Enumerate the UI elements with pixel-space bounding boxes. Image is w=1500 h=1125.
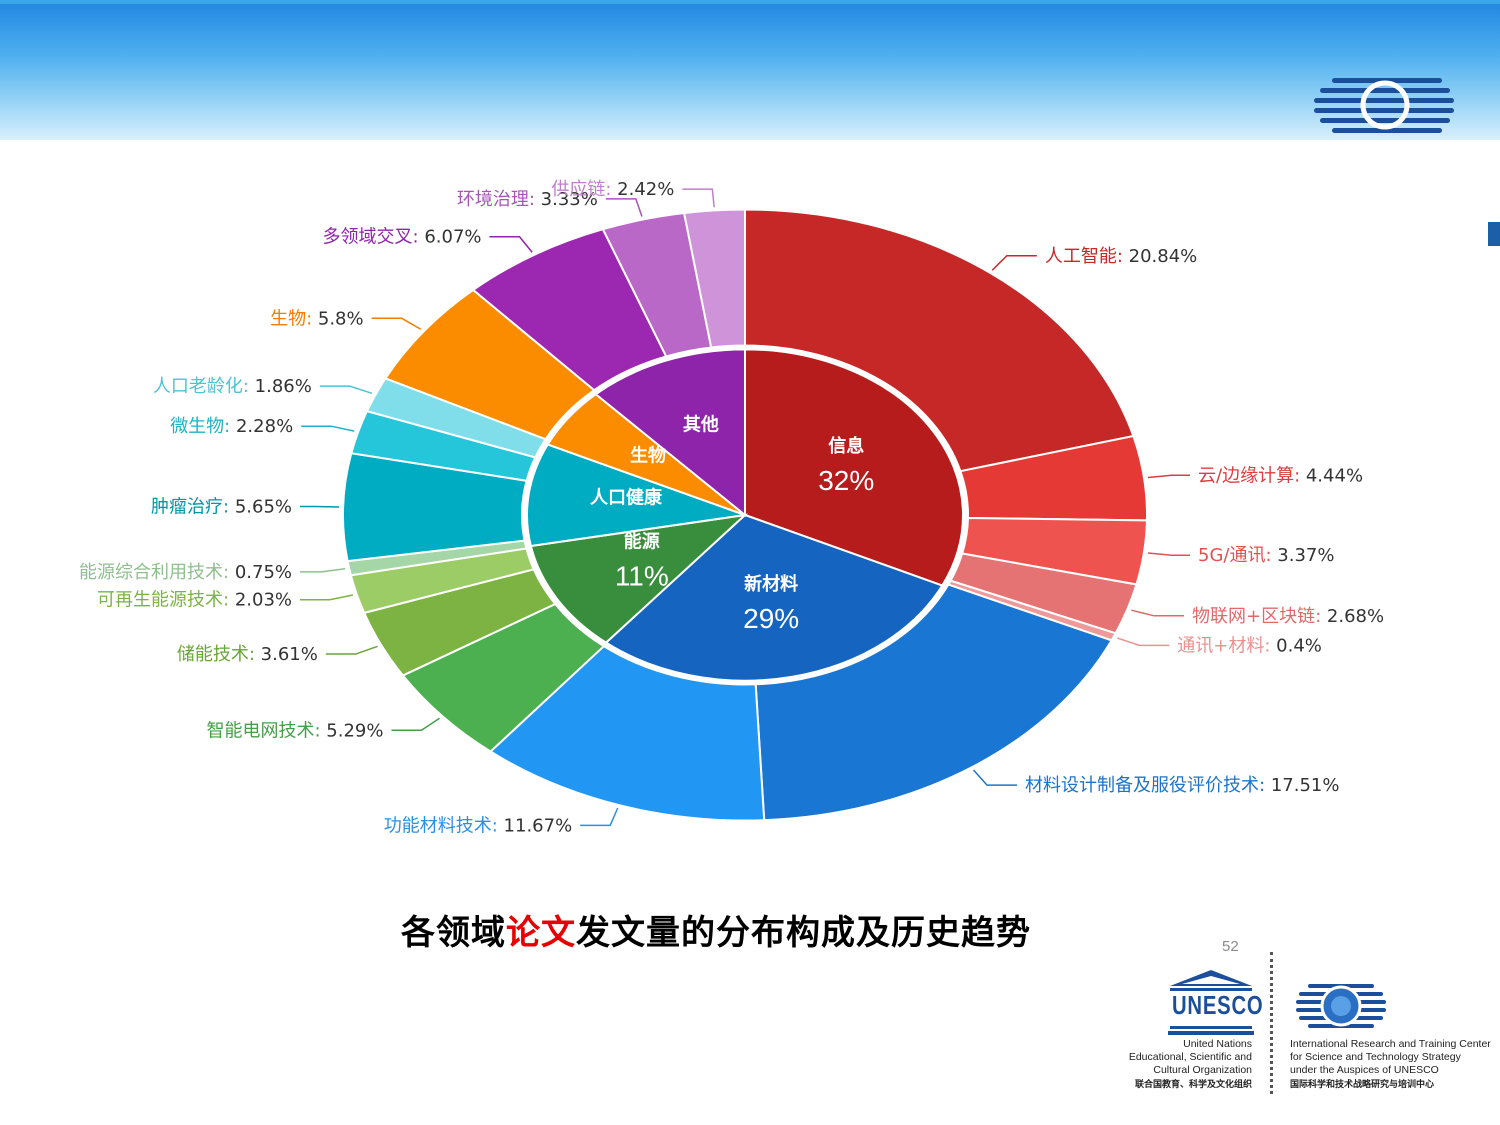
- leader-line-8: [325, 645, 378, 655]
- inner-slice-2: [529, 513, 749, 644]
- unesco-full-name: United Nations Educational, Scientific a…: [1128, 1038, 1252, 1076]
- logo-divider: [1270, 952, 1273, 1094]
- leader-line-17: [682, 188, 715, 208]
- outer-slice-label-9: 可再生能源技术: 2.03%: [97, 590, 292, 611]
- leader-line-2: [1147, 552, 1190, 556]
- outer-slice-label-10: 能源综合利用技术: 0.75%: [79, 562, 292, 583]
- outer-slice-0: [744, 208, 1135, 473]
- leader-line-5: [972, 769, 1018, 786]
- inner-slice-value-2: 11%: [615, 560, 669, 591]
- unesco-wordmark: UNESCO: [1172, 990, 1264, 1020]
- irtc-globe-logo: [1296, 984, 1386, 1028]
- page-number: 52: [1222, 938, 1239, 955]
- inner-slice-label-2: 能源: [624, 530, 660, 552]
- outer-slice-label-1: 云/边缘计算: 4.44%: [1198, 465, 1363, 486]
- caption-part-2: 发文量的分布构成及历史趋势: [576, 913, 1031, 953]
- inner-slice-label-4: 生物: [630, 444, 666, 466]
- inner-slice-1: [604, 513, 944, 682]
- inner-slice-label-0: 信息: [828, 435, 864, 457]
- leader-line-16: [605, 198, 643, 217]
- inner-slice-label-3: 人口健康: [590, 487, 663, 509]
- inner-slice-value-1: 29%: [743, 603, 799, 634]
- leader-line-15: [489, 235, 533, 253]
- outer-slice-label-11: 肿瘤治疗: 5.65%: [151, 496, 292, 517]
- outer-slice-label-0: 人工智能: 20.84%: [1045, 246, 1197, 267]
- leader-line-7: [391, 717, 440, 732]
- outer-slice-5: [754, 583, 1114, 822]
- leader-line-4: [1117, 637, 1170, 647]
- header-banner: [0, 0, 1500, 140]
- outer-slice-label-13: 人口老龄化: 1.86%: [153, 376, 312, 397]
- leader-line-12: [301, 425, 355, 432]
- inner-slice-3: [526, 443, 746, 548]
- leader-line-3: [1131, 609, 1185, 617]
- inner-slice-label-1: 新材料: [744, 573, 798, 595]
- leader-line-1: [1147, 474, 1190, 479]
- caption-highlight: 论文: [506, 913, 576, 953]
- right-edge-strip: [1488, 222, 1500, 246]
- inner-slice-0: [744, 348, 964, 587]
- outer-slice-label-2: 5G/通讯: 3.37%: [1198, 545, 1334, 566]
- header-logo: [1314, 78, 1454, 133]
- chart-caption: 各领域论文发文量的分布构成及历史趋势: [0, 905, 1432, 954]
- inner-slice-5: [594, 348, 746, 518]
- outer-slice-label-3: 物联网+区块链: 2.68%: [1192, 606, 1384, 627]
- leader-line-13: [319, 385, 373, 395]
- outer-slice-label-16: 环境治理: 3.33%: [457, 189, 598, 210]
- leader-line-0: [991, 255, 1037, 271]
- outer-slice-label-12: 微生物: 2.28%: [170, 416, 293, 437]
- caption-part-1: 各领域: [401, 913, 506, 953]
- header-top-line: [0, 0, 1500, 4]
- outer-slice-label-6: 功能材料技术: 11.67%: [384, 815, 572, 836]
- outer-slice-label-5: 材料设计制备及服役评价技术: 17.51%: [1025, 775, 1339, 796]
- unesco-chinese-name: 联合国教育、科学及文化组织: [1134, 1079, 1252, 1089]
- outer-slice-label-14: 生物: 5.8%: [270, 308, 364, 329]
- outer-slice-label-8: 储能技术: 3.61%: [177, 644, 318, 665]
- irtc-chinese-name: 国际科学和技术战略研究与培训中心: [1290, 1079, 1435, 1089]
- leader-line-6: [580, 807, 619, 827]
- leader-line-9: [300, 594, 354, 601]
- leader-line-14: [371, 317, 422, 330]
- outer-slice-label-4: 通讯+材料: 0.4%: [1177, 635, 1322, 656]
- inner-slice-label-5: 其他: [683, 413, 719, 435]
- unesco-temple-logo: [1168, 970, 1254, 1035]
- leader-line-10: [300, 567, 346, 573]
- irtc-full-name: International Research and Training Cent…: [1290, 1038, 1491, 1076]
- outer-slice-label-7: 智能电网技术: 5.29%: [206, 720, 383, 741]
- outer-slice-17: [682, 208, 746, 349]
- outer-slice-label-17: 供应链: 2.42%: [551, 179, 674, 200]
- inner-slice-value-0: 32%: [818, 465, 874, 496]
- outer-slice-label-15: 多领域交叉: 6.07%: [323, 227, 482, 248]
